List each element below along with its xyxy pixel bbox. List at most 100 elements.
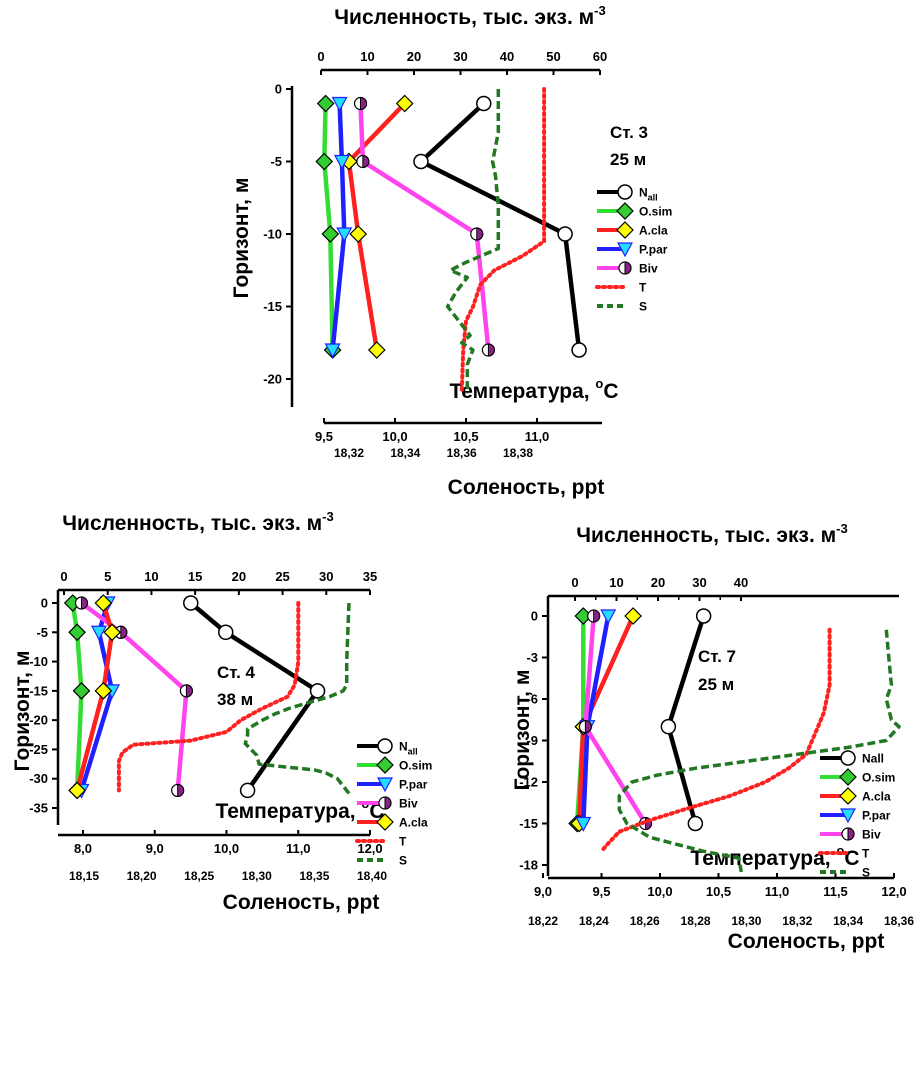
- data-point: [839, 768, 857, 786]
- series-s: [243, 602, 351, 795]
- legend-entry-text: Biv: [399, 797, 418, 811]
- data-point: [839, 808, 857, 824]
- data-point: [575, 816, 592, 832]
- legend-entry-text: S: [639, 300, 647, 314]
- legend-entry-text: T: [862, 847, 870, 861]
- data-point: [584, 720, 592, 734]
- legend: Nall O.sim A.cla P.par Biv TS: [595, 184, 672, 314]
- legend-entry-label: Nall: [399, 740, 418, 757]
- temperature-axis-tick-label: 9,5: [315, 429, 333, 444]
- series-t: [459, 87, 547, 396]
- legend-entry-text: A.cla: [862, 790, 891, 804]
- data-point: [376, 777, 394, 793]
- legend-entry-text: O.sim: [862, 771, 895, 785]
- data-point: [177, 783, 185, 797]
- data-point: [185, 684, 193, 698]
- data-point: [487, 343, 495, 357]
- data-point: [360, 96, 368, 111]
- temperature-axis-tick-label: 10,0: [647, 884, 672, 899]
- legend-entry-text: P.par: [639, 243, 668, 257]
- left-axis-tick-label: -20: [263, 372, 282, 387]
- top-axis-tick-label: 60: [593, 49, 607, 64]
- data-point: [90, 625, 107, 641]
- legend-entry-subscript: all: [408, 747, 418, 757]
- data-point: [839, 787, 857, 805]
- salinity-axis-tick-label: 18,25: [184, 869, 214, 883]
- temperature-axis-tick-label: 11,5: [823, 884, 848, 899]
- legend-entry-text: P.par: [399, 778, 428, 792]
- data-point: [840, 750, 856, 766]
- series-line: [583, 615, 648, 825]
- data-point: [376, 756, 394, 774]
- top-axis-title-text: Численность, тыс. экз. м: [334, 6, 594, 29]
- temperature-axis-tick-label: 9,0: [534, 884, 552, 899]
- left-axis-tick-label: -18: [519, 858, 538, 873]
- legend: Nall O.sim A.cla P.par Biv TS: [818, 750, 895, 880]
- left-axis-tick-label: -10: [29, 654, 48, 669]
- temperature-axis-title-text: Температура,: [690, 847, 836, 870]
- data-point: [376, 813, 394, 831]
- legend-entry-label: A.cla: [639, 224, 668, 238]
- left-axis-title: Горизонт, м: [511, 670, 534, 791]
- top-axis-tick-label: 20: [407, 49, 421, 64]
- temperature-axis-title-unit: C: [603, 380, 618, 403]
- salinity-axis-tick-label: 18,24: [579, 914, 609, 928]
- legend-entry-text: P.par: [862, 809, 891, 823]
- temperature-axis-title: Температура, oC: [690, 843, 859, 870]
- legend-entry-text: T: [639, 281, 647, 295]
- legend-entry-label: P.par: [399, 778, 428, 792]
- series-line: [346, 101, 407, 351]
- legend-entry-label: Biv: [639, 262, 658, 276]
- series-s: [617, 629, 901, 873]
- data-point: [362, 154, 370, 169]
- legend-entry-text: Nall: [862, 752, 884, 766]
- data-point: [183, 595, 199, 611]
- salinity-axis-tick-label: 18,30: [731, 914, 761, 928]
- temperature-axis-title-unit: C: [844, 847, 859, 870]
- top-axis-tick-label: 0: [60, 569, 67, 584]
- data-point: [593, 609, 601, 623]
- data-point: [349, 225, 368, 243]
- legend-entry-text: Biv: [639, 262, 658, 276]
- chart-station-3: 0 10 20 30 40 50 60 Численность, тыс. экз. м-3 0…: [230, 3, 672, 499]
- temperature-axis-title-superscript: o: [836, 843, 844, 858]
- left-axis-tick-label: -10: [263, 227, 282, 242]
- data-point: [557, 226, 573, 242]
- top-axis-tick-label: 30: [453, 49, 467, 64]
- data-point: [395, 94, 414, 113]
- temperature-axis-tick-label: 10,0: [214, 841, 239, 856]
- salinity-axis-tick-label: 18,36: [447, 446, 477, 460]
- top-axis-tick-label: 25: [275, 569, 289, 584]
- legend-entry-label: O.sim: [399, 759, 432, 773]
- top-axis-title: Численность, тыс. экз. м-3: [334, 3, 605, 29]
- data-point: [476, 95, 492, 112]
- salinity-axis-tick-label: 18,32: [782, 914, 812, 928]
- salinity-axis-tick-label: 18,26: [630, 914, 660, 928]
- top-axis-tick-label: 20: [232, 569, 246, 584]
- data-point: [324, 343, 341, 359]
- legend-entry-label: Biv: [862, 828, 881, 842]
- legend-entry-label: P.par: [862, 809, 891, 823]
- legend-entry-text: N: [639, 186, 648, 200]
- salinity-axis-title: Соленость, ppt: [728, 930, 885, 953]
- top-axis-title: Численность, тыс. экз. м-3: [62, 509, 333, 535]
- data-point: [120, 625, 128, 639]
- series-line: [189, 601, 320, 792]
- left-axis-tick-label: -9: [526, 733, 538, 748]
- data-point: [600, 609, 617, 625]
- left-axis-title: Горизонт, м: [230, 178, 253, 299]
- data-point: [616, 202, 634, 220]
- series-line: [330, 103, 347, 351]
- data-point: [687, 815, 704, 832]
- top-axis-title-text: Численность, тыс. экз. м: [576, 524, 836, 547]
- top-axis-tick-label: 15: [188, 569, 202, 584]
- data-point: [239, 782, 256, 799]
- left-axis-tick-label: -30: [29, 771, 48, 786]
- data-point: [321, 225, 340, 243]
- legend-entry-label: S: [862, 866, 870, 880]
- data-point: [571, 342, 587, 358]
- left-axis-tick-label: -3: [526, 650, 538, 665]
- left-axis-title: Горизонт, м: [11, 651, 34, 772]
